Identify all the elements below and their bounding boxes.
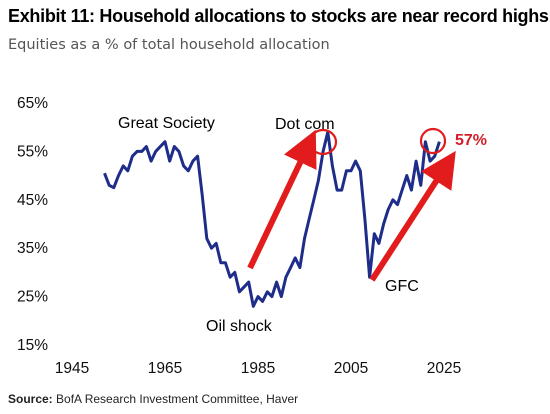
chart-subtitle: Equities as a % of total household alloc… xyxy=(8,37,330,53)
source-text: BofA Research Investment Committee, Have… xyxy=(56,392,299,406)
x-tick-label: 1985 xyxy=(241,360,275,377)
source-note: Source: BofA Research Investment Committ… xyxy=(8,392,298,406)
dotcom-peak-circle xyxy=(308,128,338,156)
annotation-oil-shock: Oil shock xyxy=(206,318,273,335)
annotation-current-value: 57% xyxy=(455,132,487,149)
series-line xyxy=(103,130,441,308)
gfc-arrow xyxy=(369,150,456,282)
x-tick-label: 2005 xyxy=(334,360,368,377)
y-tick-label: 35% xyxy=(17,240,48,257)
source-label: Source: xyxy=(8,392,53,406)
x-tick-label: 1945 xyxy=(55,360,89,377)
chart-title: Exhibit 11: Household allocations to sto… xyxy=(8,6,549,26)
x-tick-label: 1965 xyxy=(148,360,182,377)
y-tick-label: 45% xyxy=(17,192,48,209)
y-tick-label: 15% xyxy=(17,337,48,354)
y-tick-label: 65% xyxy=(17,95,48,112)
y-tick-label: 55% xyxy=(17,143,48,160)
annotation-dot-com: Dot com xyxy=(275,116,335,133)
dotcom-arrow xyxy=(247,129,317,270)
y-tick-label: 25% xyxy=(17,289,48,306)
current-peak-circle xyxy=(419,127,447,155)
x-tick-label: 2025 xyxy=(427,360,461,377)
annotation-great-society: Great Society xyxy=(118,115,215,132)
annotation-gfc: GFC xyxy=(385,278,419,295)
